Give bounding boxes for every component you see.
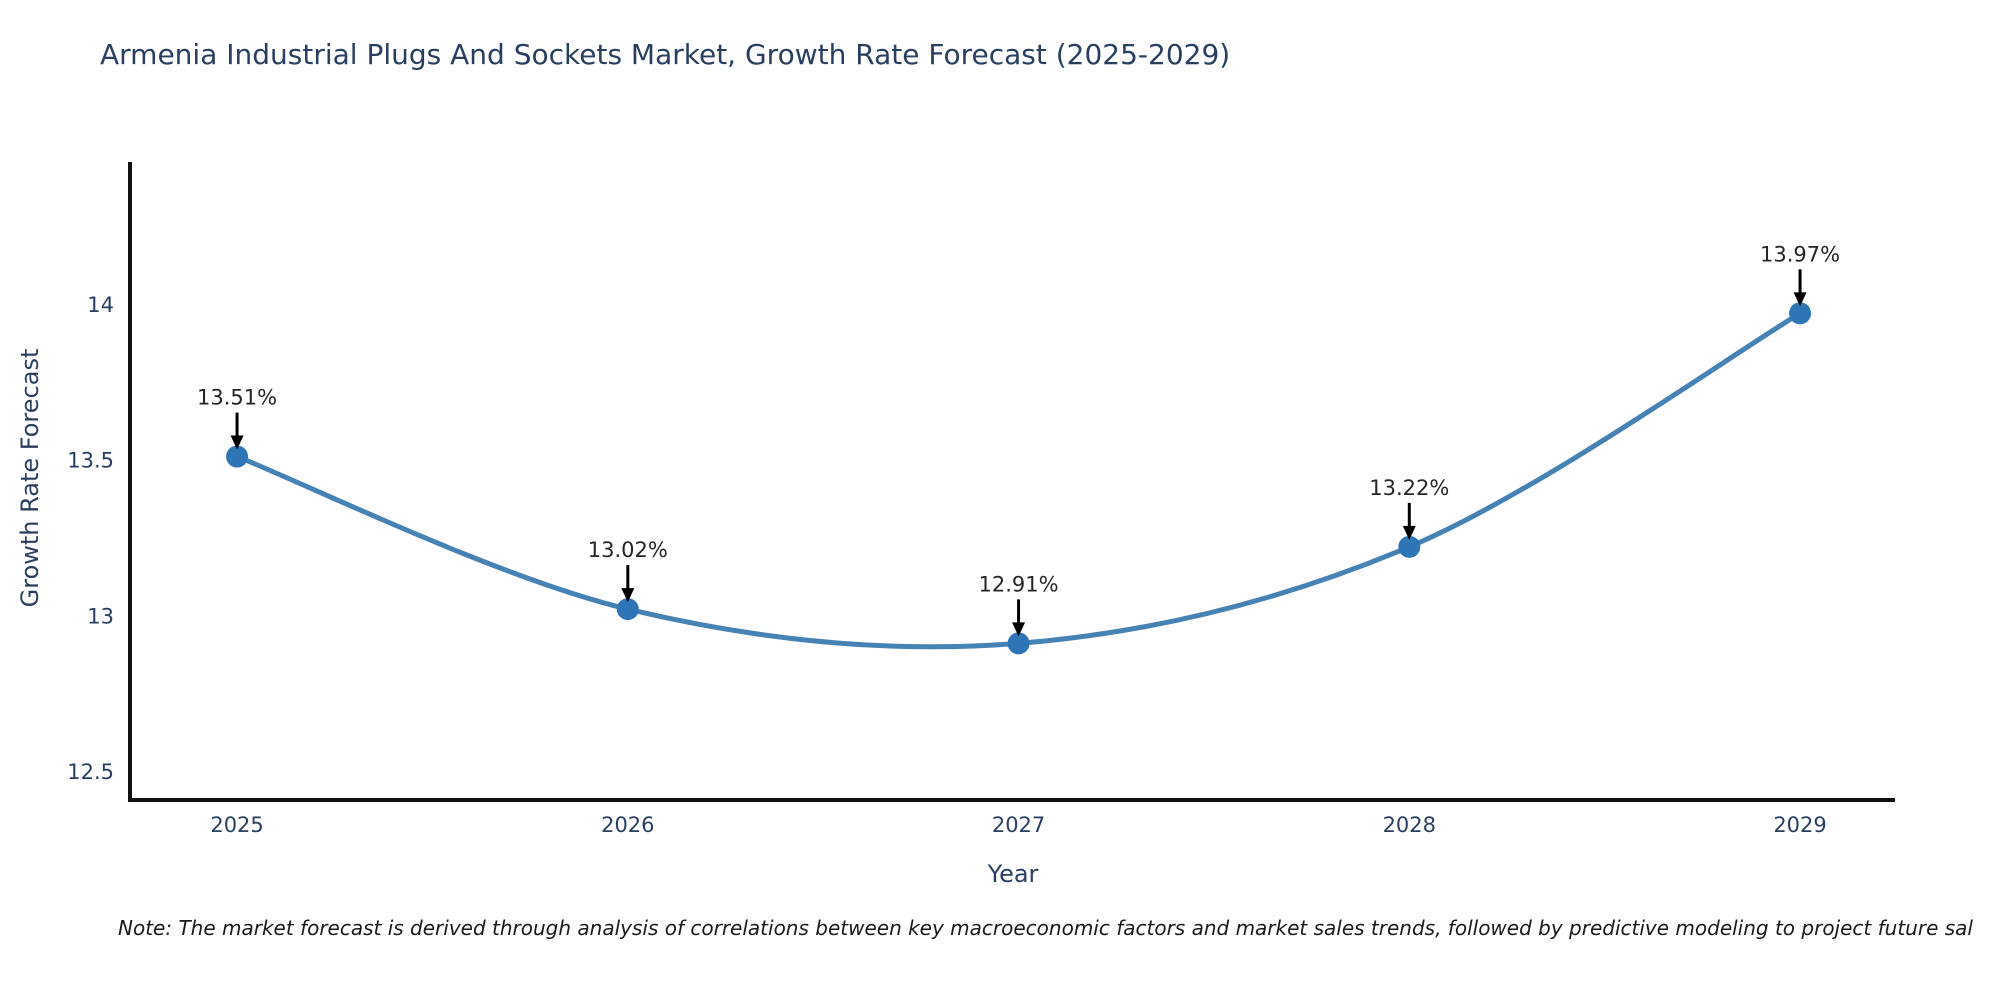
annotation-arrowhead-icon <box>1012 622 1026 637</box>
point-value-label: 13.22% <box>1369 476 1449 500</box>
annotation-arrowhead-icon <box>1793 292 1807 307</box>
annotation-arrowhead-icon <box>621 588 635 603</box>
x-axis-title: Year <box>987 860 1039 888</box>
x-tick-label: 2027 <box>992 813 1045 837</box>
y-tick-label: 12.5 <box>67 760 114 784</box>
y-axis-title: Growth Rate Forecast <box>16 348 44 608</box>
x-tick-label: 2029 <box>1773 813 1826 837</box>
y-tick-label: 13 <box>87 604 114 628</box>
point-value-label: 13.51% <box>197 386 277 410</box>
axis-spines <box>128 162 1895 802</box>
x-tick-label: 2028 <box>1383 813 1436 837</box>
y-tick-label: 13.5 <box>67 449 114 473</box>
x-tick-label: 2025 <box>210 813 263 837</box>
point-value-label: 13.97% <box>1760 242 1840 266</box>
footnote: Note: The market forecast is derived thr… <box>118 916 1973 940</box>
trend-line <box>234 310 1803 650</box>
chart-title: Armenia Industrial Plugs And Sockets Mar… <box>100 38 1231 71</box>
point-value-label: 12.91% <box>979 572 1059 596</box>
annotation-arrowhead-icon <box>1402 525 1416 540</box>
data-point-2025[interactable] <box>226 445 249 468</box>
data-point-2027[interactable] <box>1007 632 1030 655</box>
data-point-2028[interactable] <box>1398 535 1421 558</box>
point-value-label: 13.02% <box>588 538 668 562</box>
data-point-2026[interactable] <box>616 598 639 621</box>
annotation-arrowhead-icon <box>230 435 244 450</box>
x-tick-label: 2026 <box>601 813 654 837</box>
y-tick-label: 14 <box>87 293 114 317</box>
data-point-2029[interactable] <box>1789 302 1812 325</box>
